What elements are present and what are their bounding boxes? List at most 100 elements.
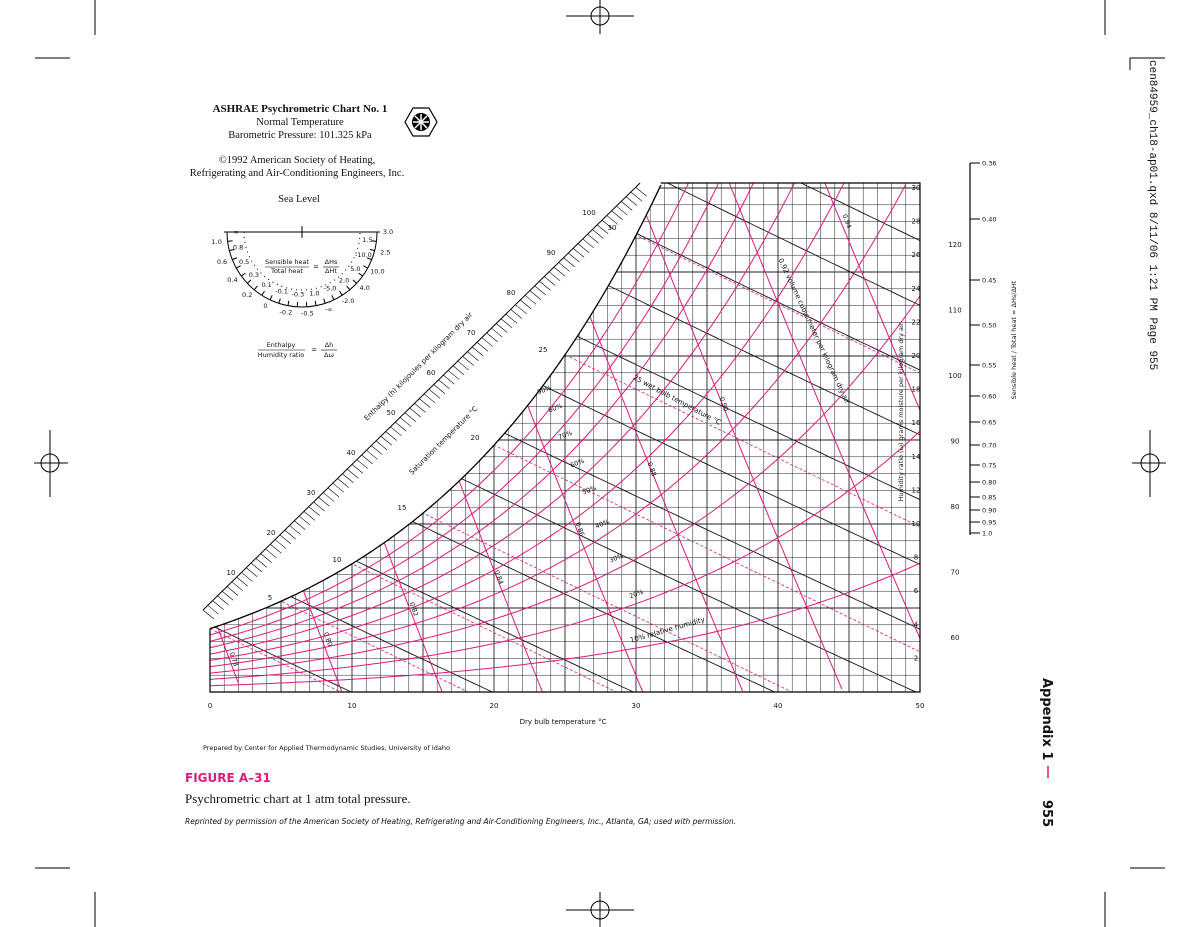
protractor-label: 3.0	[383, 228, 393, 236]
altitude: Sea Level	[278, 194, 320, 205]
formula-term: Sensible heat	[265, 258, 310, 266]
protractor-label: 0.2	[242, 291, 252, 299]
saturation-tick-label: 15	[398, 504, 407, 512]
enthalpy-hatch	[390, 426, 402, 437]
enthalpy-hatch	[500, 318, 513, 329]
y-tick-label: 12	[912, 486, 921, 494]
protractor-tick	[371, 240, 377, 242]
enthalpy-hatch	[371, 445, 383, 455]
enthalpy-hatch	[596, 224, 609, 235]
enthalpy-hatch	[385, 431, 397, 441]
protractor-label: 0.4	[227, 276, 237, 284]
enthalpy-hatch	[318, 497, 330, 507]
protractor-tick	[352, 279, 358, 284]
volume-line	[820, 183, 920, 411]
enthalpy-tick-label: 60	[951, 634, 960, 642]
enthalpy-hatch	[520, 299, 532, 310]
enthalpy-hatch	[395, 421, 407, 432]
copyright-line: Refrigerating and Air-Conditioning Engin…	[190, 168, 404, 179]
formula-equals: =	[313, 263, 319, 271]
rh-line	[210, 183, 800, 655]
enthalpy-hatch	[630, 191, 643, 202]
y-tick-label: 16	[912, 419, 921, 427]
saturation-tick-label: 20	[471, 434, 480, 442]
crop-marks	[35, 0, 1165, 927]
enthalpy-edge	[202, 182, 641, 611]
wet-bulb-line	[210, 566, 480, 692]
protractor-tick	[269, 295, 273, 301]
protractor-label: -0.1	[275, 288, 288, 296]
enthalpy-hatch	[347, 468, 359, 479]
protractor-tick	[358, 272, 363, 277]
protractor-tick	[229, 248, 235, 252]
enthalpy-hatch	[226, 586, 239, 596]
shr-tick-label: 0.95	[982, 519, 996, 527]
enthalpy-tick-label: 20	[267, 529, 276, 537]
volume-line	[635, 188, 843, 690]
x-tick-label: 10	[348, 702, 357, 710]
protractor-label: 1.0	[212, 238, 222, 246]
y-tick-label: 30	[912, 184, 921, 192]
enthalpy-hatch	[433, 384, 445, 394]
enthalpy-hatch	[510, 309, 522, 319]
protractor-label: 2.5	[380, 248, 390, 256]
enthalpy-hatch	[217, 595, 229, 606]
enthalpy-hatch	[356, 459, 369, 469]
shr-tick-label: 0.55	[982, 362, 996, 370]
enthalpy-hatch	[337, 478, 349, 488]
enthalpy-hatch	[222, 590, 234, 601]
enthalpy-hatch	[207, 605, 219, 615]
enthalpy-hatch	[563, 257, 575, 267]
rh-line	[210, 183, 722, 642]
rh-tick-label: 60%	[569, 457, 585, 469]
formula-term: Humidity ratio	[258, 351, 305, 359]
enthalpy-hatch	[255, 558, 268, 568]
shr-tick-label: 0.80	[982, 479, 996, 487]
slug-text: cen84959_ch18-ap01.qxd 8/11/06 1:21 PM P…	[1146, 60, 1158, 370]
enthalpy-hatch	[553, 266, 566, 277]
enthalpy-hatch	[529, 290, 542, 300]
saturation-tick-label: 30	[608, 224, 617, 232]
formula-equals: =	[311, 346, 317, 354]
shr-label: Sensible heat / Total heat = ΔHs/ΔHt	[1010, 280, 1018, 399]
protractor-tick	[339, 290, 343, 296]
enthalpy-hatch	[274, 539, 287, 549]
y-tick-label: 6	[914, 587, 919, 595]
enthalpy-hatch	[342, 473, 354, 484]
wet-bulb-line	[508, 183, 920, 374]
shr-tick-label: 0.70	[982, 442, 996, 450]
y-tick-label: 22	[912, 318, 921, 326]
rh-line	[210, 295, 920, 674]
enthalpy-hatch	[375, 440, 388, 451]
enthalpy-tick-label: 90	[951, 438, 960, 446]
enthalpy-hatch	[515, 304, 527, 314]
y-tick-label: 24	[912, 285, 921, 293]
rh-tick-label: 80%	[547, 402, 563, 414]
enthalpy-hatch	[505, 313, 518, 324]
enthalpy-hatch	[621, 201, 633, 211]
protractor-tick	[369, 248, 375, 252]
psychrometric-chart: 0 10 20 30 40 5024681012141618202224262830102…	[202, 160, 1018, 710]
enthalpy-hatch	[313, 501, 325, 512]
shr-tick-label: 1.0	[982, 530, 992, 538]
shr-tick-label: 0.65	[982, 419, 996, 427]
enthalpy-hatch	[539, 280, 551, 291]
protractor: ∞ 1.0 0.8 0.6 0.5 0.4 0.3 0.2 0.1 0 -0.1 -0.2 -0.3 -0…	[212, 226, 393, 318]
enthalpy-hatch	[246, 567, 258, 577]
protractor-label: -0.2	[280, 308, 293, 316]
enthalpy-label: Enthalpy (h) kilojoules per kilogram dry…	[363, 311, 475, 423]
volume-label: 0.92 volume cubic meter per kilogram dry…	[776, 257, 851, 405]
enthalpy-hatch	[462, 356, 474, 366]
y-tick-label: 10	[912, 520, 921, 528]
protractor-label: 0.1	[261, 281, 271, 289]
formula-term: Δh	[325, 341, 334, 349]
enthalpy-hatch	[284, 529, 296, 540]
protractor-label: -∞	[325, 306, 333, 314]
saturation-tick-label: 25	[539, 346, 548, 354]
enthalpy-hatch	[351, 464, 364, 474]
wet-bulb-label: 25 wet bulb temperature °C	[632, 374, 723, 427]
saturation-tick-label: 5	[268, 594, 272, 602]
formula-term: Total heat	[270, 267, 303, 275]
figure-note: Reprinted by permission of the American …	[185, 817, 736, 826]
shr-tick-label: 0.90	[982, 507, 996, 515]
